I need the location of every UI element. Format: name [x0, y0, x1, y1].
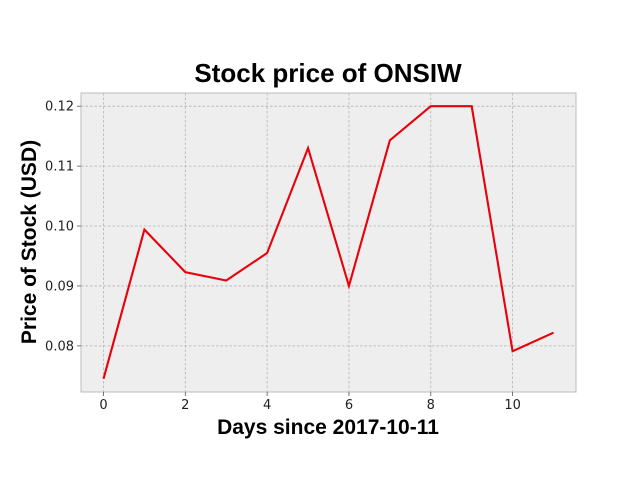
y-axis: 0.08 0.09 0.10 0.11 0.12	[45, 100, 81, 354]
y-axis-label: Price of Stock (USD)	[18, 140, 41, 344]
plot-area	[81, 93, 576, 392]
x-tick-label: 2	[181, 398, 189, 413]
y-tick-label: 0.12	[45, 100, 74, 115]
x-axis-label: Days since 2017-10-11	[217, 416, 439, 439]
x-tick-label: 0	[99, 398, 107, 413]
series-layer	[102, 105, 554, 380]
grid	[81, 93, 576, 392]
y-tick-label: 0.08	[45, 339, 74, 354]
x-tick-label: 4	[263, 398, 271, 413]
plot-frame	[80, 92, 577, 393]
x-axis: 0 2 4 6 8 10	[99, 392, 521, 413]
y-tick-label: 0.11	[45, 160, 74, 175]
series-line	[102, 105, 554, 380]
y-tick-label: 0.09	[45, 279, 74, 294]
chart-title: Stock price of ONSIW	[194, 58, 462, 88]
x-tick-label: 6	[345, 398, 353, 413]
x-tick-label: 10	[504, 398, 521, 413]
y-tick-label: 0.10	[45, 220, 74, 235]
x-tick-label: 8	[427, 398, 435, 413]
